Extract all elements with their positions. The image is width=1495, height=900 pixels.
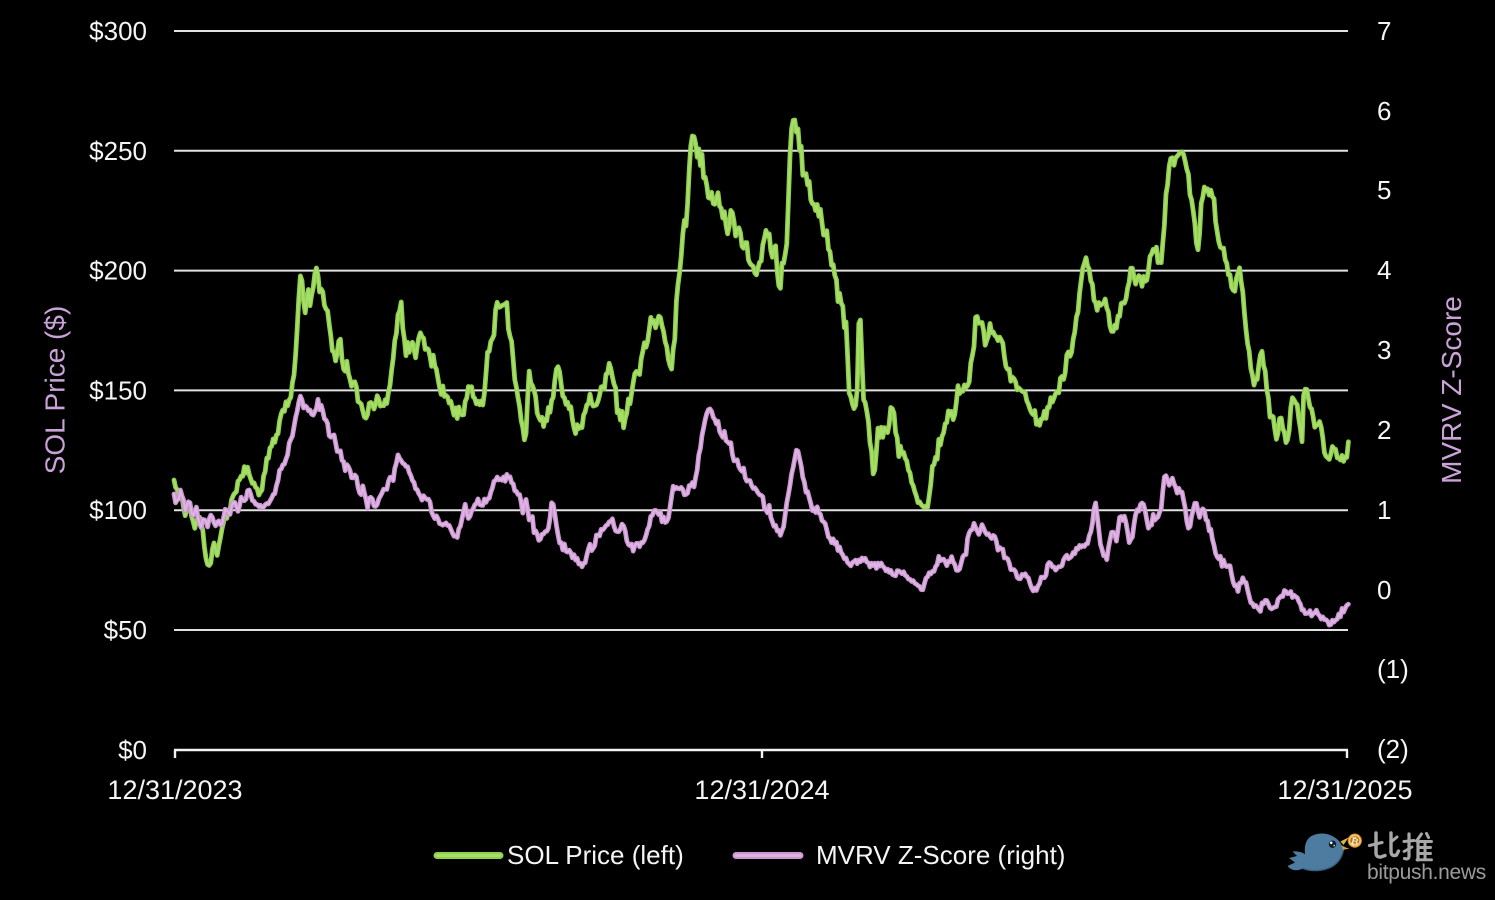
svg-text:bitpush.news: bitpush.news — [1367, 861, 1486, 884]
svg-text:0: 0 — [1377, 575, 1391, 605]
svg-text:12/31/2023: 12/31/2023 — [107, 775, 242, 805]
svg-text:12/31/2024: 12/31/2024 — [694, 775, 829, 805]
svg-text:$200: $200 — [89, 256, 147, 286]
svg-text:$50: $50 — [104, 615, 147, 645]
svg-text:(2): (2) — [1377, 734, 1409, 764]
svg-text:7: 7 — [1377, 16, 1391, 46]
svg-text:2: 2 — [1377, 415, 1391, 445]
svg-text:$300: $300 — [89, 16, 147, 46]
svg-text:(1): (1) — [1377, 654, 1409, 684]
svg-text:6: 6 — [1377, 96, 1391, 126]
svg-text:$100: $100 — [89, 495, 147, 525]
svg-text:$150: $150 — [89, 375, 147, 405]
svg-text:MVRV Z-Score: MVRV Z-Score — [1436, 296, 1467, 484]
svg-text:SOL Price ($): SOL Price ($) — [40, 306, 71, 475]
svg-text:SOL Price (left): SOL Price (left) — [507, 840, 684, 870]
svg-text:MVRV Z-Score (right): MVRV Z-Score (right) — [816, 840, 1065, 870]
svg-text:4: 4 — [1377, 255, 1391, 285]
svg-text:5: 5 — [1377, 175, 1391, 205]
svg-text:12/31/2025: 12/31/2025 — [1277, 775, 1412, 805]
svg-text:$250: $250 — [89, 136, 147, 166]
svg-text:$0: $0 — [118, 735, 147, 765]
svg-text:1: 1 — [1377, 495, 1391, 525]
svg-text:₿: ₿ — [1349, 836, 1359, 849]
svg-text:3: 3 — [1377, 335, 1391, 365]
